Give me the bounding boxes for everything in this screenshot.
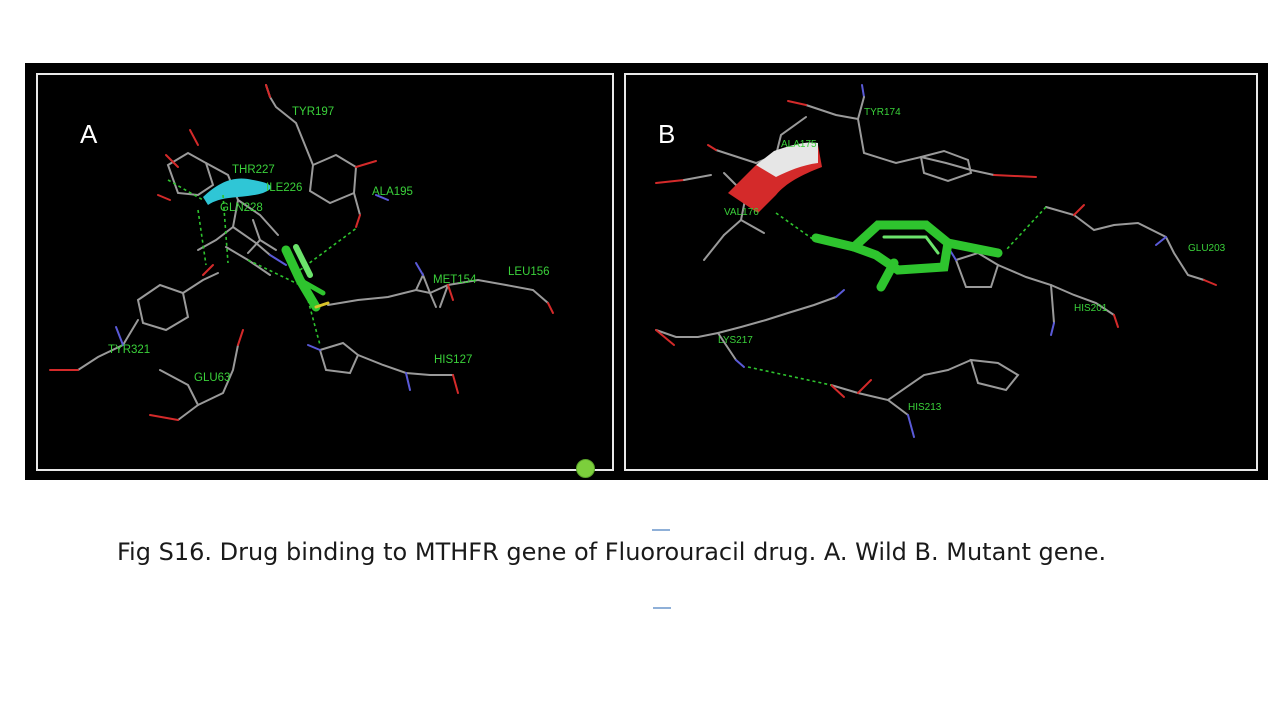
label-tyr197: TYR197 (292, 106, 334, 118)
label-ile226: ILE226 (266, 182, 302, 194)
label-his201: HIS201 (1074, 303, 1108, 314)
panel-b-mutant: TYR174 ALA175 VAL176 GLU203 HIS201 LYS21… (624, 73, 1258, 471)
label-glu203: GLU203 (1188, 243, 1226, 254)
label-tyr174: TYR174 (864, 107, 901, 118)
panel-b-structure: TYR174 ALA175 VAL176 GLU203 HIS201 LYS21… (655, 84, 1226, 438)
rotation-handle[interactable] (576, 459, 595, 478)
figure-strip: TYR197 THR227 ILE226 GLN228 ALA195 MET15… (25, 63, 1268, 480)
label-gln228: GLN228 (220, 202, 263, 214)
panel-b-letter: B (658, 119, 676, 149)
divider-mark-bottom (653, 607, 671, 609)
label-his213: HIS213 (908, 402, 942, 413)
panel-a-letter: A (80, 119, 98, 149)
label-lys217: LYS217 (718, 335, 753, 346)
label-leu156: LEU156 (508, 266, 550, 278)
label-val176: VAL176 (724, 207, 759, 218)
label-tyr321: TYR321 (108, 344, 150, 356)
panel-a-structure: TYR197 THR227 ILE226 GLN228 ALA195 MET15… (49, 84, 554, 421)
figure-caption: Fig S16. Drug binding to MTHFR gene of F… (117, 538, 1107, 566)
label-glu63: GLU63 (194, 372, 230, 384)
label-ala195: ALA195 (372, 186, 413, 198)
label-his127: HIS127 (434, 354, 472, 366)
label-thr227: THR227 (232, 164, 275, 176)
divider-mark-top (652, 529, 670, 531)
panel-a-wild: TYR197 THR227 ILE226 GLN228 ALA195 MET15… (36, 73, 614, 471)
label-met154: MET154 (433, 274, 477, 286)
label-ala175: ALA175 (781, 139, 817, 150)
